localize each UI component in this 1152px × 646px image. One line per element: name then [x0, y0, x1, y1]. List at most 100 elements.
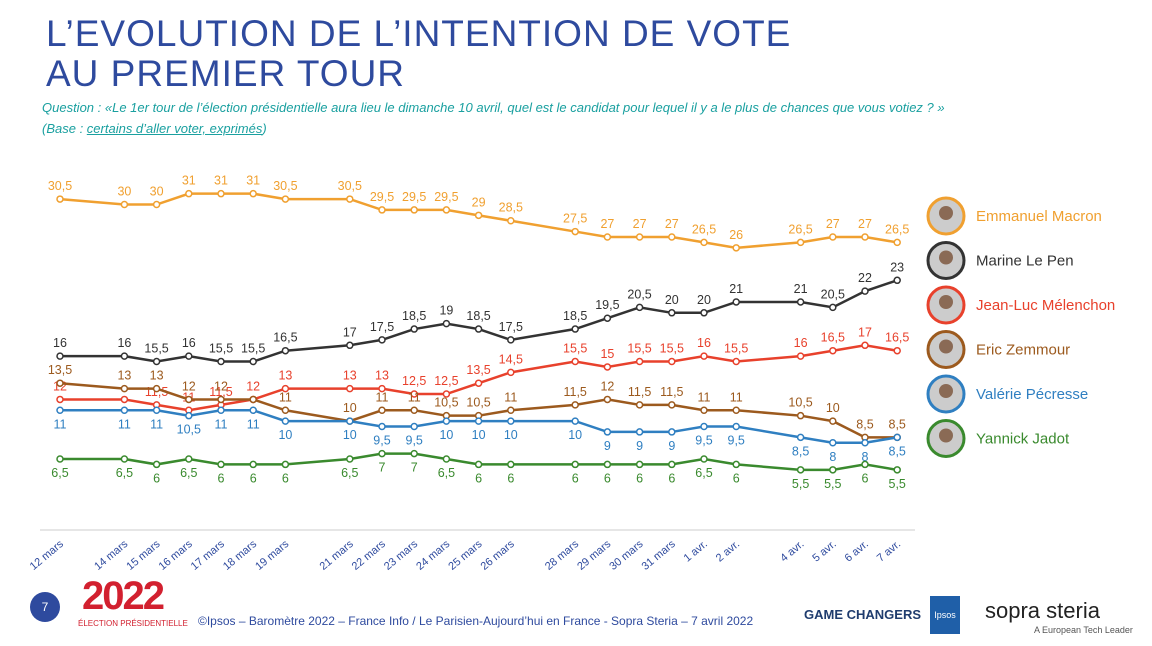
- point: [796, 298, 805, 306]
- base-prefix: (Base :: [42, 121, 87, 136]
- x-tick-label: 12 mars: [28, 538, 67, 573]
- value-label: 9,5: [373, 434, 390, 448]
- value-label: 28,5: [499, 201, 523, 215]
- value-label: 13,5: [466, 363, 490, 377]
- point: [861, 233, 869, 241]
- value-label: 13: [375, 369, 389, 383]
- point: [700, 406, 708, 415]
- value-label: 27: [633, 217, 647, 231]
- value-label: 12: [600, 379, 614, 393]
- point: [668, 357, 676, 366]
- point: [635, 357, 644, 366]
- legend-label: Eric Zemmour: [976, 342, 1070, 359]
- point: [152, 406, 161, 415]
- point: [120, 455, 129, 463]
- value-label: 23: [890, 260, 904, 274]
- page-number: 7: [30, 592, 60, 622]
- base-suffix: ): [262, 121, 267, 136]
- value-label: 15,5: [241, 342, 265, 356]
- point: [474, 211, 483, 220]
- point: [603, 428, 612, 436]
- point: [249, 406, 257, 415]
- point: [249, 460, 257, 469]
- value-label: 6: [733, 471, 740, 485]
- point: [410, 449, 418, 458]
- point: [281, 417, 290, 425]
- value-label: 15,5: [209, 342, 233, 356]
- point: [152, 460, 161, 469]
- value-label: 11,5: [563, 385, 586, 399]
- point: [346, 195, 354, 203]
- point: [603, 314, 612, 322]
- point: [700, 422, 708, 431]
- value-label: 9: [636, 439, 643, 453]
- point: [829, 439, 837, 447]
- value-label: 6: [668, 471, 675, 485]
- point: [346, 384, 354, 393]
- point: [442, 319, 451, 328]
- value-label: 10: [504, 428, 518, 442]
- point: [861, 439, 869, 447]
- point: [829, 303, 837, 312]
- value-label: 20,5: [627, 287, 651, 301]
- point: [829, 346, 837, 355]
- point: [442, 455, 451, 463]
- value-label: 16: [182, 336, 196, 350]
- point: [732, 298, 740, 306]
- point: [603, 395, 612, 404]
- value-label: 7: [411, 461, 418, 475]
- point: [893, 238, 901, 247]
- legend-label: Valérie Pécresse: [976, 386, 1088, 403]
- value-label: 6,5: [695, 466, 712, 480]
- base: (Base : certains d’aller voter, exprimés…: [42, 121, 267, 136]
- value-label: 31: [214, 174, 228, 188]
- point: [635, 233, 644, 241]
- point: [185, 455, 193, 463]
- value-label: 20,5: [821, 287, 845, 301]
- point: [635, 428, 644, 436]
- game-changers: GAME CHANGERS: [804, 607, 922, 622]
- value-label: 12: [246, 379, 260, 393]
- x-tick-label: 5 avr.: [810, 538, 838, 564]
- value-label: 15,5: [563, 342, 587, 356]
- point: [378, 406, 386, 415]
- x-tick-label: 21 mars: [318, 538, 357, 573]
- point: [346, 455, 354, 463]
- value-label: 11: [54, 417, 67, 431]
- value-label: 17: [858, 325, 872, 339]
- value-label: 11,5: [660, 385, 683, 399]
- point: [474, 325, 483, 333]
- point: [668, 309, 676, 317]
- point: [668, 401, 676, 409]
- value-label: 16,5: [821, 331, 845, 345]
- point: [185, 411, 193, 420]
- point: [603, 460, 612, 469]
- value-label: 10,5: [466, 396, 490, 410]
- x-tick-label: 1 avr.: [682, 538, 710, 564]
- legend-avatar-head: [939, 339, 953, 354]
- legend-label: Jean-Luc Mélenchon: [976, 297, 1115, 314]
- point: [700, 352, 708, 360]
- point: [893, 346, 901, 355]
- value-label: 15,5: [144, 342, 168, 356]
- point: [571, 417, 579, 425]
- point: [732, 357, 740, 366]
- value-label: 6: [572, 471, 579, 485]
- value-label: 10: [472, 428, 486, 442]
- value-label: 12,5: [434, 374, 458, 388]
- x-tick-label: 30 mars: [607, 538, 646, 573]
- value-label: 6: [862, 471, 869, 485]
- legend-label: Marine Le Pen: [976, 253, 1074, 270]
- value-label: 11: [376, 390, 389, 404]
- source: ©Ipsos – Baromètre 2022 – France Info / …: [198, 614, 754, 628]
- point: [700, 238, 708, 247]
- value-label: 27: [858, 217, 872, 231]
- value-label: 6: [604, 471, 611, 485]
- x-tick-label: 26 mars: [479, 538, 518, 573]
- point: [281, 406, 290, 415]
- value-label: 10: [568, 428, 582, 442]
- value-label: 10,5: [177, 423, 201, 437]
- point: [829, 417, 837, 425]
